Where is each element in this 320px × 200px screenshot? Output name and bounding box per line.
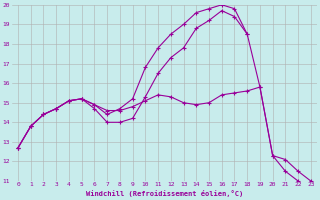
X-axis label: Windchill (Refroidissement éolien,°C): Windchill (Refroidissement éolien,°C)	[86, 190, 243, 197]
